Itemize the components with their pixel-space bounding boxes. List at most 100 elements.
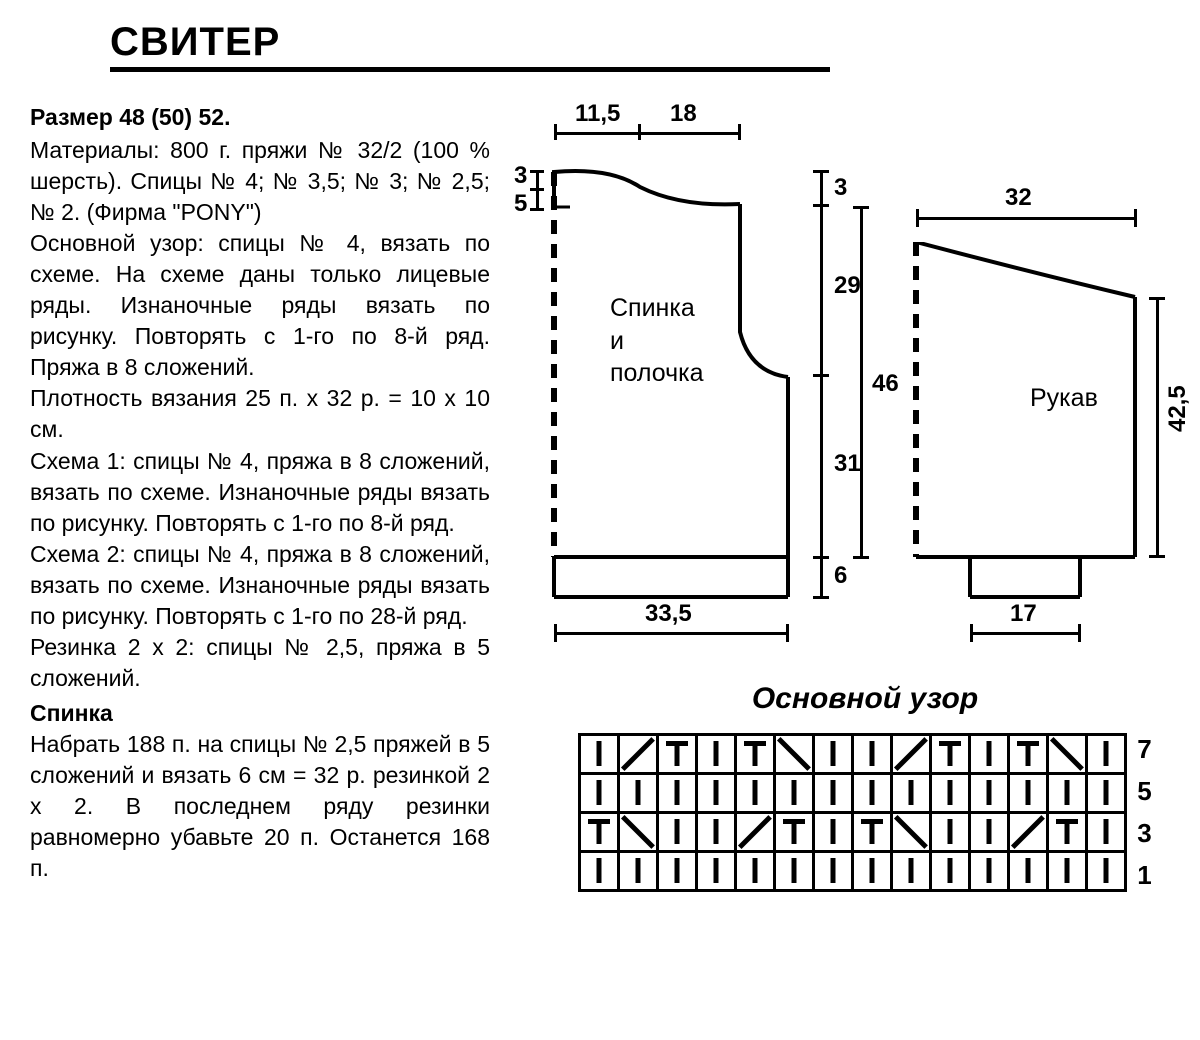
chart-cell (814, 734, 853, 773)
dim-tick (970, 624, 973, 642)
back-instructions: Набрать 188 п. на спицы № 2,5 пряжей в 5… (30, 729, 490, 884)
scheme1: Схема 1: спицы № 4, пряжа в 8 сложений, … (30, 446, 490, 539)
chart-cell (619, 773, 658, 812)
chart-cell (775, 773, 814, 812)
chart-cell (1009, 812, 1048, 851)
dim-top-left: 11,5 (575, 100, 620, 128)
chart-cell (1087, 773, 1126, 812)
dim-tick (530, 170, 544, 173)
chart-cell (931, 773, 970, 812)
chart-cell (814, 812, 853, 851)
row-number: 1 (1137, 854, 1151, 896)
back-heading: Спинка (30, 698, 490, 729)
chart-cell (775, 812, 814, 851)
columns: Размер 48 (50) 52. Материалы: 800 г. пря… (30, 102, 1170, 896)
chart-cell (619, 812, 658, 851)
dim-tick (554, 124, 557, 140)
dim-tick (1149, 297, 1165, 300)
dim-sleeve-top: 32 (1005, 184, 1032, 212)
dim-tick (916, 209, 919, 227)
dim-tick (813, 170, 829, 173)
chart-cell (892, 773, 931, 812)
chart-cell (580, 773, 619, 812)
pattern-title: Основной узор (560, 682, 1170, 716)
dim-tick (530, 208, 544, 211)
chart-cell (970, 812, 1009, 851)
sleeve-label: Рукав (1030, 382, 1098, 415)
dim-top-right: 18 (670, 100, 697, 128)
chart-cell (736, 773, 775, 812)
chart-cell (697, 851, 736, 890)
chart-cell (775, 734, 814, 773)
chart-cell (814, 773, 853, 812)
dim-tick (554, 624, 557, 642)
dim-line (860, 206, 863, 558)
chart-cell (619, 734, 658, 773)
chart-cell (892, 812, 931, 851)
chart-cell (970, 851, 1009, 890)
dim-tick (853, 556, 869, 559)
ribbing: Резинка 2 х 2: спицы № 2,5, пряжа в 5 сл… (30, 632, 490, 694)
chart-cell (580, 851, 619, 890)
dim-6: 6 (834, 562, 847, 590)
instructions-column: Размер 48 (50) 52. Материалы: 800 г. пря… (30, 102, 490, 896)
chart-cell (970, 734, 1009, 773)
dim-tick (1149, 555, 1165, 558)
dim-sleeve-bottom: 17 (1010, 600, 1037, 628)
dim-line (820, 206, 823, 376)
chart-cell (853, 851, 892, 890)
dim-tick (738, 124, 741, 140)
chart-cell (853, 812, 892, 851)
scheme2: Схема 2: спицы № 4, пряжа в 8 сложений, … (30, 539, 490, 632)
main-pattern: Основной узор: спицы № 4, вязать по схем… (30, 228, 490, 383)
chart-cell (775, 851, 814, 890)
chart-cell (1087, 851, 1126, 890)
chart-cell (658, 773, 697, 812)
chart-cell (853, 734, 892, 773)
chart-cell (1048, 773, 1087, 812)
body-schematic: Спинка и полочка (550, 162, 790, 602)
title-rule (110, 67, 830, 72)
page-title: СВИТЕР (110, 20, 1170, 71)
chart-cell (1009, 773, 1048, 812)
chart-cell (736, 812, 775, 851)
chart-cell (814, 851, 853, 890)
dim-line (970, 632, 1080, 635)
materials: Материалы: 800 г. пряжи № 32/2 (100 % ше… (30, 135, 490, 228)
gauge: Плотность вязания 25 п. х 32 р. = 10 х 1… (30, 383, 490, 445)
chart-cell (619, 851, 658, 890)
pattern-wrap: 7531 (560, 728, 1170, 896)
dim-tick (813, 596, 829, 599)
dim-sleeve-right: 42,5 (1164, 385, 1192, 432)
chart-cell (931, 812, 970, 851)
dim-line (820, 558, 823, 598)
row-numbers: 7531 (1137, 728, 1151, 896)
chart-cell (1048, 851, 1087, 890)
pattern-block: Основной узор 7531 (520, 682, 1170, 896)
dim-tick (1078, 624, 1081, 642)
row-number: 7 (1137, 728, 1151, 770)
chart-cell (1048, 734, 1087, 773)
dim-3: 3 (514, 162, 527, 190)
row-number: 3 (1137, 812, 1151, 854)
title-block: СВИТЕР (110, 20, 1170, 72)
dim-line (916, 217, 1136, 220)
chart-cell (658, 734, 697, 773)
chart-cell (931, 734, 970, 773)
dim-bottom: 33,5 (645, 600, 692, 628)
dim-r3: 3 (834, 174, 847, 202)
dim-line (820, 376, 823, 558)
chart-cell (1048, 812, 1087, 851)
chart-cell (697, 812, 736, 851)
chart-cell (970, 773, 1009, 812)
page: СВИТЕР Размер 48 (50) 52. Материалы: 800… (30, 20, 1170, 896)
dim-tick (786, 624, 789, 642)
chart-cell (658, 851, 697, 890)
dim-tick (853, 206, 869, 209)
chart-cell (1009, 734, 1048, 773)
dim-line (554, 632, 788, 635)
dim-tick (1134, 209, 1137, 227)
sizes-line: Размер 48 (50) 52. (30, 102, 490, 133)
dim-29: 29 (834, 272, 861, 300)
chart-cell (892, 851, 931, 890)
